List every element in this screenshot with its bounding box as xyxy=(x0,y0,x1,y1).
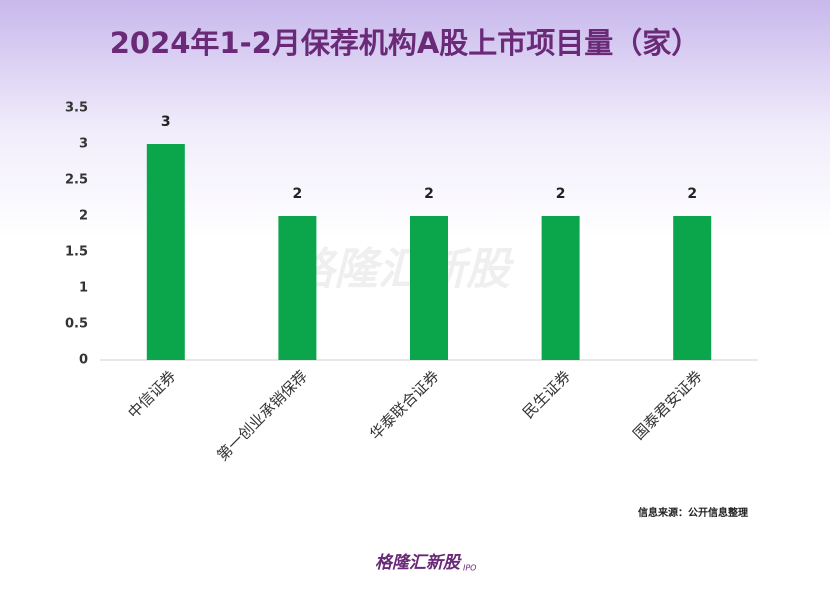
bar xyxy=(410,216,448,360)
y-tick-label: 3.5 xyxy=(65,101,88,116)
value-label: 2 xyxy=(687,186,697,202)
bar xyxy=(673,216,712,360)
chart-title: 2024年1-2月保荐机构A股上市项目量（家） xyxy=(110,26,701,60)
y-tick-label: 2.5 xyxy=(65,173,88,188)
value-label: 2 xyxy=(293,186,303,202)
y-tick-label: 3 xyxy=(79,137,88,152)
logo: 格隆汇新股 xyxy=(375,553,462,573)
y-tick-label: 1 xyxy=(79,281,88,296)
y-tick-label: 0 xyxy=(79,353,88,368)
source-note: 信息来源：公开信息整理 xyxy=(638,506,748,519)
bar xyxy=(541,216,580,360)
value-label: 2 xyxy=(424,186,434,202)
y-tick-label: 1.5 xyxy=(65,245,88,260)
bar xyxy=(146,144,185,360)
watermark: 格隆汇新股 xyxy=(290,244,515,295)
value-label: 2 xyxy=(556,186,566,202)
y-tick-label: 2 xyxy=(79,209,88,224)
bar xyxy=(278,216,317,360)
value-label: 3 xyxy=(161,114,171,130)
logo-sub: IPO xyxy=(463,564,476,573)
y-tick-label: 0.5 xyxy=(65,317,88,332)
